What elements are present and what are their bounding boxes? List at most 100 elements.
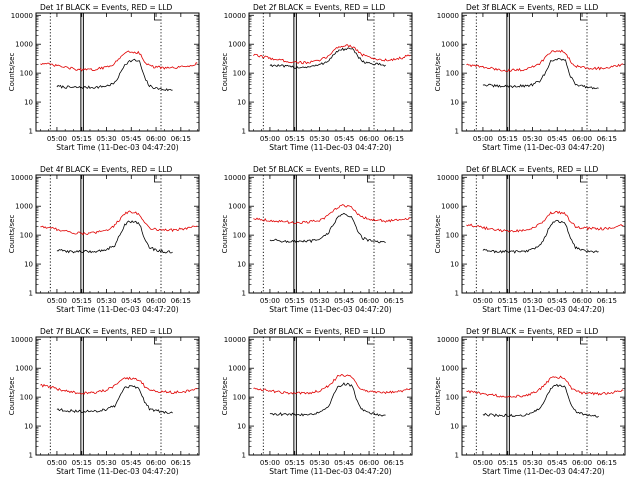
y-tick-label: 10000 — [11, 336, 33, 344]
y-tick-label: 1 — [242, 452, 246, 460]
x-tick-label: 06:15 — [384, 135, 404, 143]
y-axis-label: Counts/sec — [434, 53, 442, 92]
bracket-marker — [153, 337, 161, 345]
x-tick-label: 06:00 — [572, 459, 592, 467]
y-tick-label: 100 — [20, 394, 33, 402]
series-events-line — [56, 385, 173, 414]
x-tick-label: 06:15 — [597, 297, 617, 305]
x-tick-label: 05:15 — [285, 459, 305, 467]
y-axis-label: Counts/sec — [221, 53, 229, 92]
y-tick-label: 10 — [450, 423, 459, 431]
bracket-marker — [153, 175, 161, 183]
x-tick-label: 05:45 — [121, 459, 141, 467]
x-axis-label: Start Time (11-Dec-03 04:47:20) — [56, 143, 178, 152]
x-tick-label: 05:45 — [547, 459, 567, 467]
x-axis-label: Start Time (11-Dec-03 04:47:20) — [482, 305, 604, 314]
y-tick-label: 10 — [24, 99, 33, 107]
panel-det-5: Det 5f BLACK = Events, RED = LLD 1 10 100 10… — [221, 165, 413, 314]
x-axis-label: Start Time (11-Dec-03 04:47:20) — [269, 143, 391, 152]
y-tick-label: 1 — [455, 452, 459, 460]
bracket-marker — [579, 337, 587, 345]
x-tick-label: 05:30 — [309, 297, 329, 305]
x-tick-label: 05:30 — [96, 135, 116, 143]
panel-det-8: Det 8f BLACK = Events, RED = LLD 1 10 100 10… — [221, 327, 413, 476]
y-axis-label: Counts/sec — [8, 215, 16, 254]
y-tick-label: 10 — [24, 261, 33, 269]
panel-det-9: Det 9f BLACK = Events, RED = LLD 1 10 100 10… — [434, 327, 626, 476]
y-tick-label: 1000 — [228, 365, 246, 373]
series-lld-line — [466, 375, 624, 398]
y-tick-label: 10000 — [224, 336, 246, 344]
x-tick-label: 05:30 — [309, 459, 329, 467]
x-axis-label: Start Time (11-Dec-03 04:47:20) — [269, 305, 391, 314]
plot-frame — [35, 336, 200, 456]
y-tick-label: 10 — [237, 423, 246, 431]
panel-title: Det 3f BLACK = Events, RED = LLD — [466, 3, 599, 12]
y-tick-label: 100 — [233, 394, 246, 402]
y-tick-label: 1000 — [441, 203, 459, 211]
series-events-line — [269, 47, 386, 69]
panel-det-7: Det 7f BLACK = Events, RED = LLD 1 10 100 10… — [8, 327, 200, 476]
bracket-marker — [366, 337, 374, 345]
panel-det-2: Det 2f BLACK = Events, RED = LLD 1 10 100 10… — [221, 3, 413, 152]
series-lld-line — [253, 204, 411, 225]
y-tick-label: 100 — [233, 232, 246, 240]
x-tick-label: 05:45 — [334, 297, 354, 305]
x-axis-label: Start Time (11-Dec-03 04:47:20) — [482, 467, 604, 476]
x-tick-label: 05:45 — [334, 135, 354, 143]
x-tick-label: 05:15 — [285, 297, 305, 305]
y-axis-label: Counts/sec — [8, 53, 16, 92]
y-tick-label: 10000 — [437, 174, 459, 182]
x-tick-label: 05:00 — [47, 297, 67, 305]
y-tick-label: 10000 — [11, 174, 33, 182]
y-tick-label: 10000 — [437, 336, 459, 344]
panel-title: Det 5f BLACK = Events, RED = LLD — [253, 165, 386, 174]
y-tick-label: 1 — [29, 452, 33, 460]
series-events-line — [56, 58, 173, 92]
bracket-marker — [579, 13, 587, 21]
x-tick-label: 05:45 — [547, 297, 567, 305]
x-tick-label: 06:15 — [384, 297, 404, 305]
y-tick-label: 10 — [24, 423, 33, 431]
x-tick-label: 06:00 — [359, 459, 379, 467]
x-axis-label: Start Time (11-Dec-03 04:47:20) — [482, 143, 604, 152]
bracket-marker — [366, 175, 374, 183]
x-tick-label: 05:30 — [522, 297, 542, 305]
panel-det-3: Det 3f BLACK = Events, RED = LLD 1 10 100 10… — [434, 3, 626, 152]
series-lld-line — [253, 374, 411, 395]
x-tick-label: 05:00 — [473, 135, 493, 143]
x-axis-label: Start Time (11-Dec-03 04:47:20) — [56, 305, 178, 314]
y-axis-label: Counts/sec — [221, 215, 229, 254]
plot-frame — [461, 336, 626, 456]
x-tick-label: 05:45 — [547, 135, 567, 143]
x-tick-label: 05:30 — [522, 135, 542, 143]
plot-frame — [461, 12, 626, 132]
y-axis-label: Counts/sec — [434, 377, 442, 416]
x-tick-label: 06:00 — [146, 135, 166, 143]
y-tick-label: 100 — [446, 70, 459, 78]
x-tick-label: 06:00 — [572, 297, 592, 305]
y-tick-label: 1000 — [441, 365, 459, 373]
x-tick-label: 05:00 — [473, 297, 493, 305]
y-tick-label: 1000 — [228, 203, 246, 211]
y-tick-label: 1000 — [15, 203, 33, 211]
panel-title: Det 2f BLACK = Events, RED = LLD — [253, 3, 386, 12]
x-tick-label: 05:45 — [121, 297, 141, 305]
y-tick-label: 1 — [242, 290, 246, 298]
series-events-line — [269, 212, 386, 244]
y-tick-label: 10000 — [224, 174, 246, 182]
series-events-line — [482, 58, 599, 90]
x-tick-label: 05:00 — [47, 459, 67, 467]
y-axis-label: Counts/sec — [221, 377, 229, 416]
y-tick-label: 10000 — [11, 12, 33, 20]
y-tick-label: 1000 — [15, 41, 33, 49]
panel-det-4: Det 4f BLACK = Events, RED = LLD 1 10 100 10… — [8, 165, 200, 314]
y-tick-label: 10 — [450, 261, 459, 269]
panel-det-6: Det 6f BLACK = Events, RED = LLD 1 10 100 10… — [434, 165, 626, 314]
x-axis-label: Start Time (11-Dec-03 04:47:20) — [269, 467, 391, 476]
x-tick-label: 05:15 — [498, 459, 518, 467]
panel-title: Det 9f BLACK = Events, RED = LLD — [466, 327, 599, 336]
y-tick-label: 1 — [455, 290, 459, 298]
plot-frame — [248, 174, 413, 294]
